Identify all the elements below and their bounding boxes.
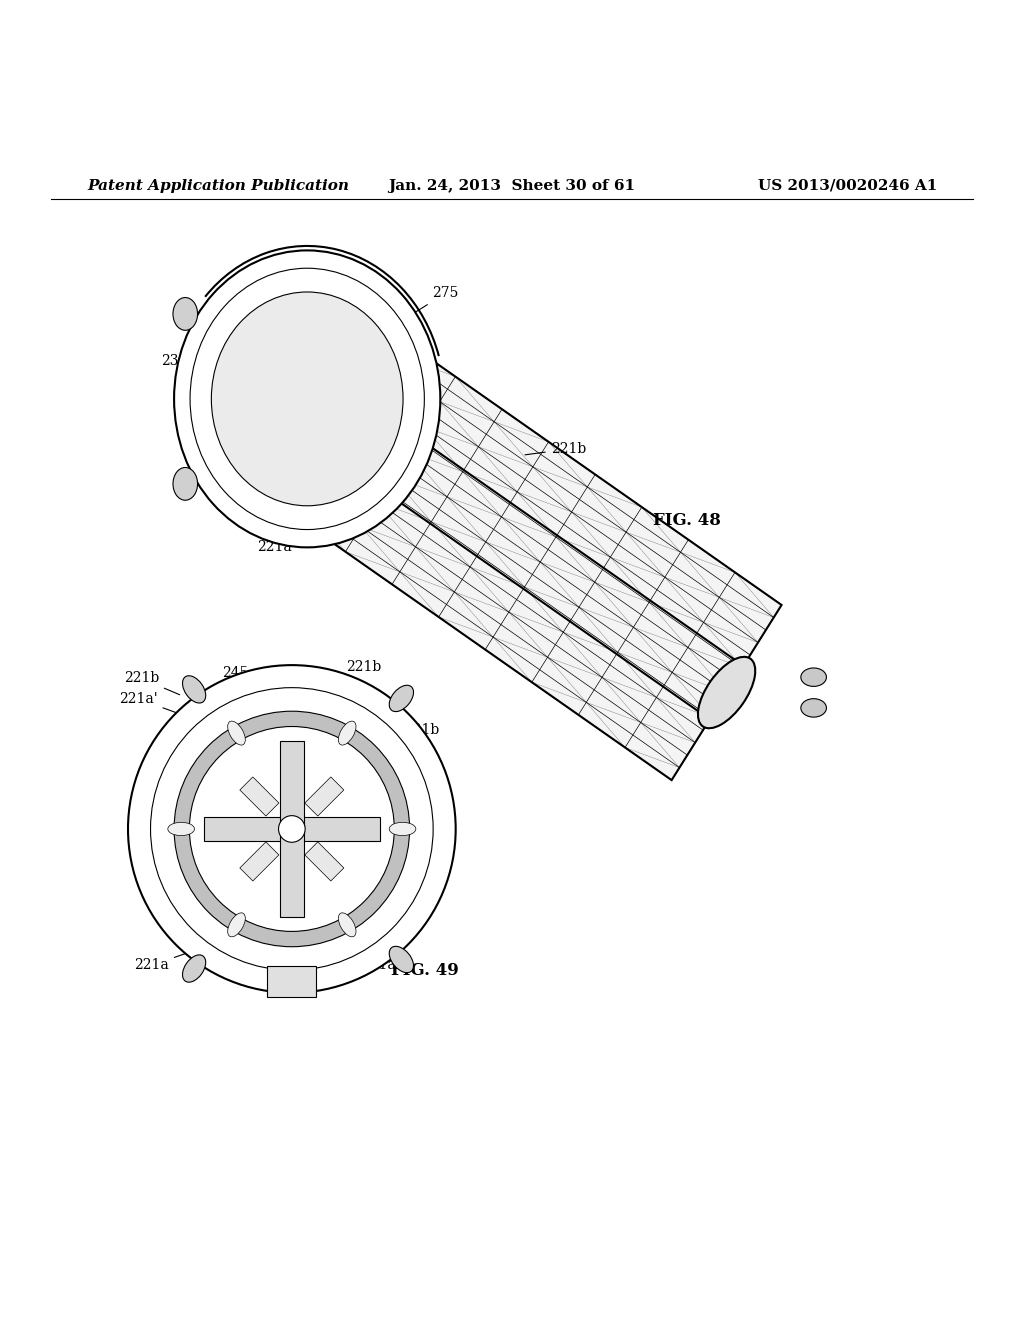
Ellipse shape	[338, 913, 356, 937]
Text: 239: 239	[310, 279, 337, 309]
Text: 221a': 221a'	[257, 527, 315, 554]
Polygon shape	[252, 312, 781, 780]
Text: 221b': 221b'	[380, 774, 441, 788]
Bar	[240, 842, 279, 880]
Ellipse shape	[698, 657, 756, 729]
Ellipse shape	[174, 251, 440, 548]
Text: FIG. 48: FIG. 48	[653, 512, 721, 529]
Ellipse shape	[173, 297, 198, 330]
Ellipse shape	[338, 721, 356, 744]
Text: 221a': 221a'	[119, 692, 183, 715]
Bar	[204, 817, 380, 841]
Ellipse shape	[182, 676, 206, 704]
Ellipse shape	[389, 822, 416, 836]
Ellipse shape	[168, 822, 195, 836]
Text: 221a: 221a	[377, 820, 439, 840]
Ellipse shape	[801, 668, 826, 686]
Text: Jan. 24, 2013  Sheet 30 of 61: Jan. 24, 2013 Sheet 30 of 61	[388, 180, 636, 193]
Text: 245: 245	[222, 667, 264, 692]
Bar	[305, 777, 344, 816]
Ellipse shape	[389, 946, 414, 973]
Ellipse shape	[389, 685, 414, 711]
Ellipse shape	[801, 698, 826, 717]
Text: FIG. 49: FIG. 49	[391, 962, 459, 978]
Bar	[240, 777, 279, 816]
Bar	[280, 741, 304, 917]
Bar	[267, 966, 316, 997]
Text: 221a: 221a	[134, 949, 197, 972]
Text: 221b: 221b	[328, 660, 381, 685]
Circle shape	[189, 726, 394, 932]
Ellipse shape	[173, 467, 198, 500]
Circle shape	[174, 711, 410, 946]
Circle shape	[279, 816, 305, 842]
Text: 239: 239	[161, 354, 198, 381]
Text: 221b: 221b	[124, 672, 180, 694]
Text: 245: 245	[220, 305, 259, 342]
Bar	[305, 842, 344, 880]
Ellipse shape	[190, 268, 424, 529]
Ellipse shape	[182, 954, 206, 982]
Text: 221b: 221b	[525, 442, 586, 455]
Text: 221a: 221a	[350, 950, 396, 972]
Text: 275: 275	[401, 286, 459, 321]
Text: 275: 275	[295, 898, 397, 917]
Ellipse shape	[211, 292, 403, 506]
Circle shape	[151, 688, 433, 970]
Ellipse shape	[227, 721, 246, 744]
Text: Patent Application Publication: Patent Application Publication	[87, 180, 349, 193]
Text: US 2013/0020246 A1: US 2013/0020246 A1	[758, 180, 937, 193]
Text: 221b: 221b	[387, 722, 439, 737]
Circle shape	[128, 665, 456, 993]
Ellipse shape	[227, 913, 246, 937]
